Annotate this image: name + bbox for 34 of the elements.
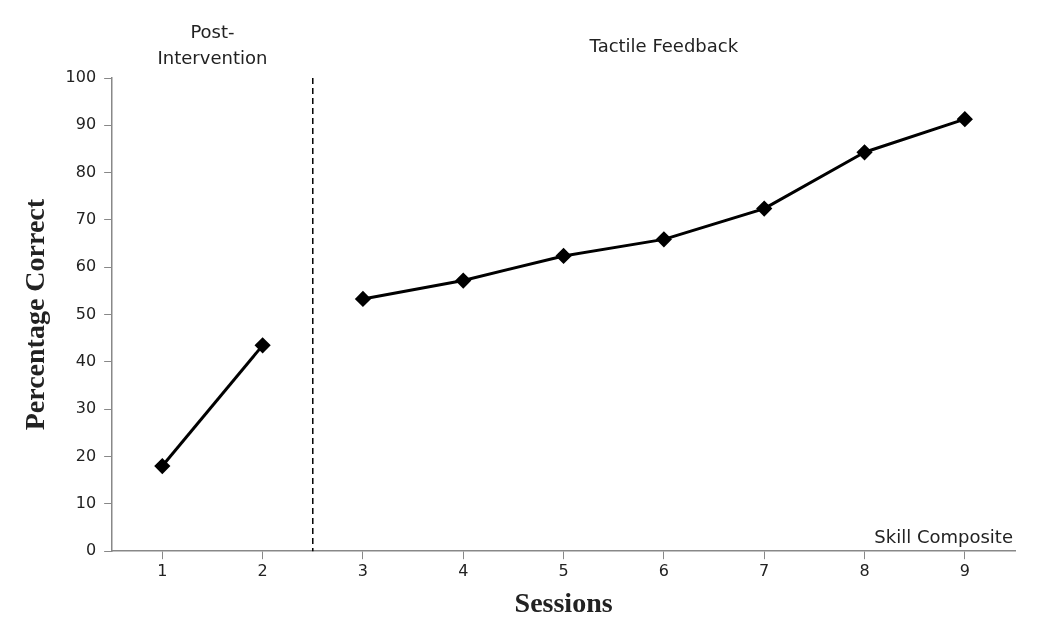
x-tick-label: 6 bbox=[658, 560, 669, 580]
x-tick-label: 3 bbox=[357, 560, 369, 580]
x-tick-label: 7 bbox=[759, 560, 770, 580]
point bbox=[255, 337, 271, 353]
y-tick-label: 90 bbox=[75, 114, 97, 134]
text: Post- Intervention bbox=[157, 21, 268, 68]
x-tick-label: 4 bbox=[458, 560, 469, 580]
y-tick-label: 70 bbox=[75, 209, 97, 229]
y-tick-label: 50 bbox=[75, 303, 97, 323]
y-axis-title: Percentage Correct bbox=[19, 198, 51, 431]
y-tick-label: 80 bbox=[75, 161, 97, 181]
point bbox=[154, 458, 170, 474]
x-tick-label: 2 bbox=[257, 560, 268, 580]
x-axis-title: Sessions bbox=[514, 587, 613, 619]
point bbox=[957, 111, 973, 127]
annotation: Skill Composite bbox=[874, 525, 1013, 547]
y-tick-label: 20 bbox=[75, 445, 97, 465]
point bbox=[355, 291, 371, 307]
x-tick-label: 9 bbox=[959, 560, 970, 580]
point bbox=[656, 231, 672, 247]
y-tick-label: 0 bbox=[85, 540, 97, 560]
point bbox=[556, 248, 572, 264]
point bbox=[857, 144, 873, 160]
point bbox=[756, 201, 772, 217]
x-tick-label: 1 bbox=[157, 560, 168, 580]
text: Tactile Feedback bbox=[588, 35, 739, 56]
y-tick-label: 30 bbox=[75, 398, 97, 418]
y-tick-label: 60 bbox=[75, 256, 97, 276]
x-tick-label: 8 bbox=[859, 560, 870, 580]
x-tick-label: 5 bbox=[558, 560, 569, 580]
y-tick-label: 40 bbox=[75, 351, 97, 371]
y-tick-label: 100 bbox=[65, 67, 97, 87]
point bbox=[455, 273, 471, 289]
y-tick-label: 10 bbox=[75, 493, 97, 513]
